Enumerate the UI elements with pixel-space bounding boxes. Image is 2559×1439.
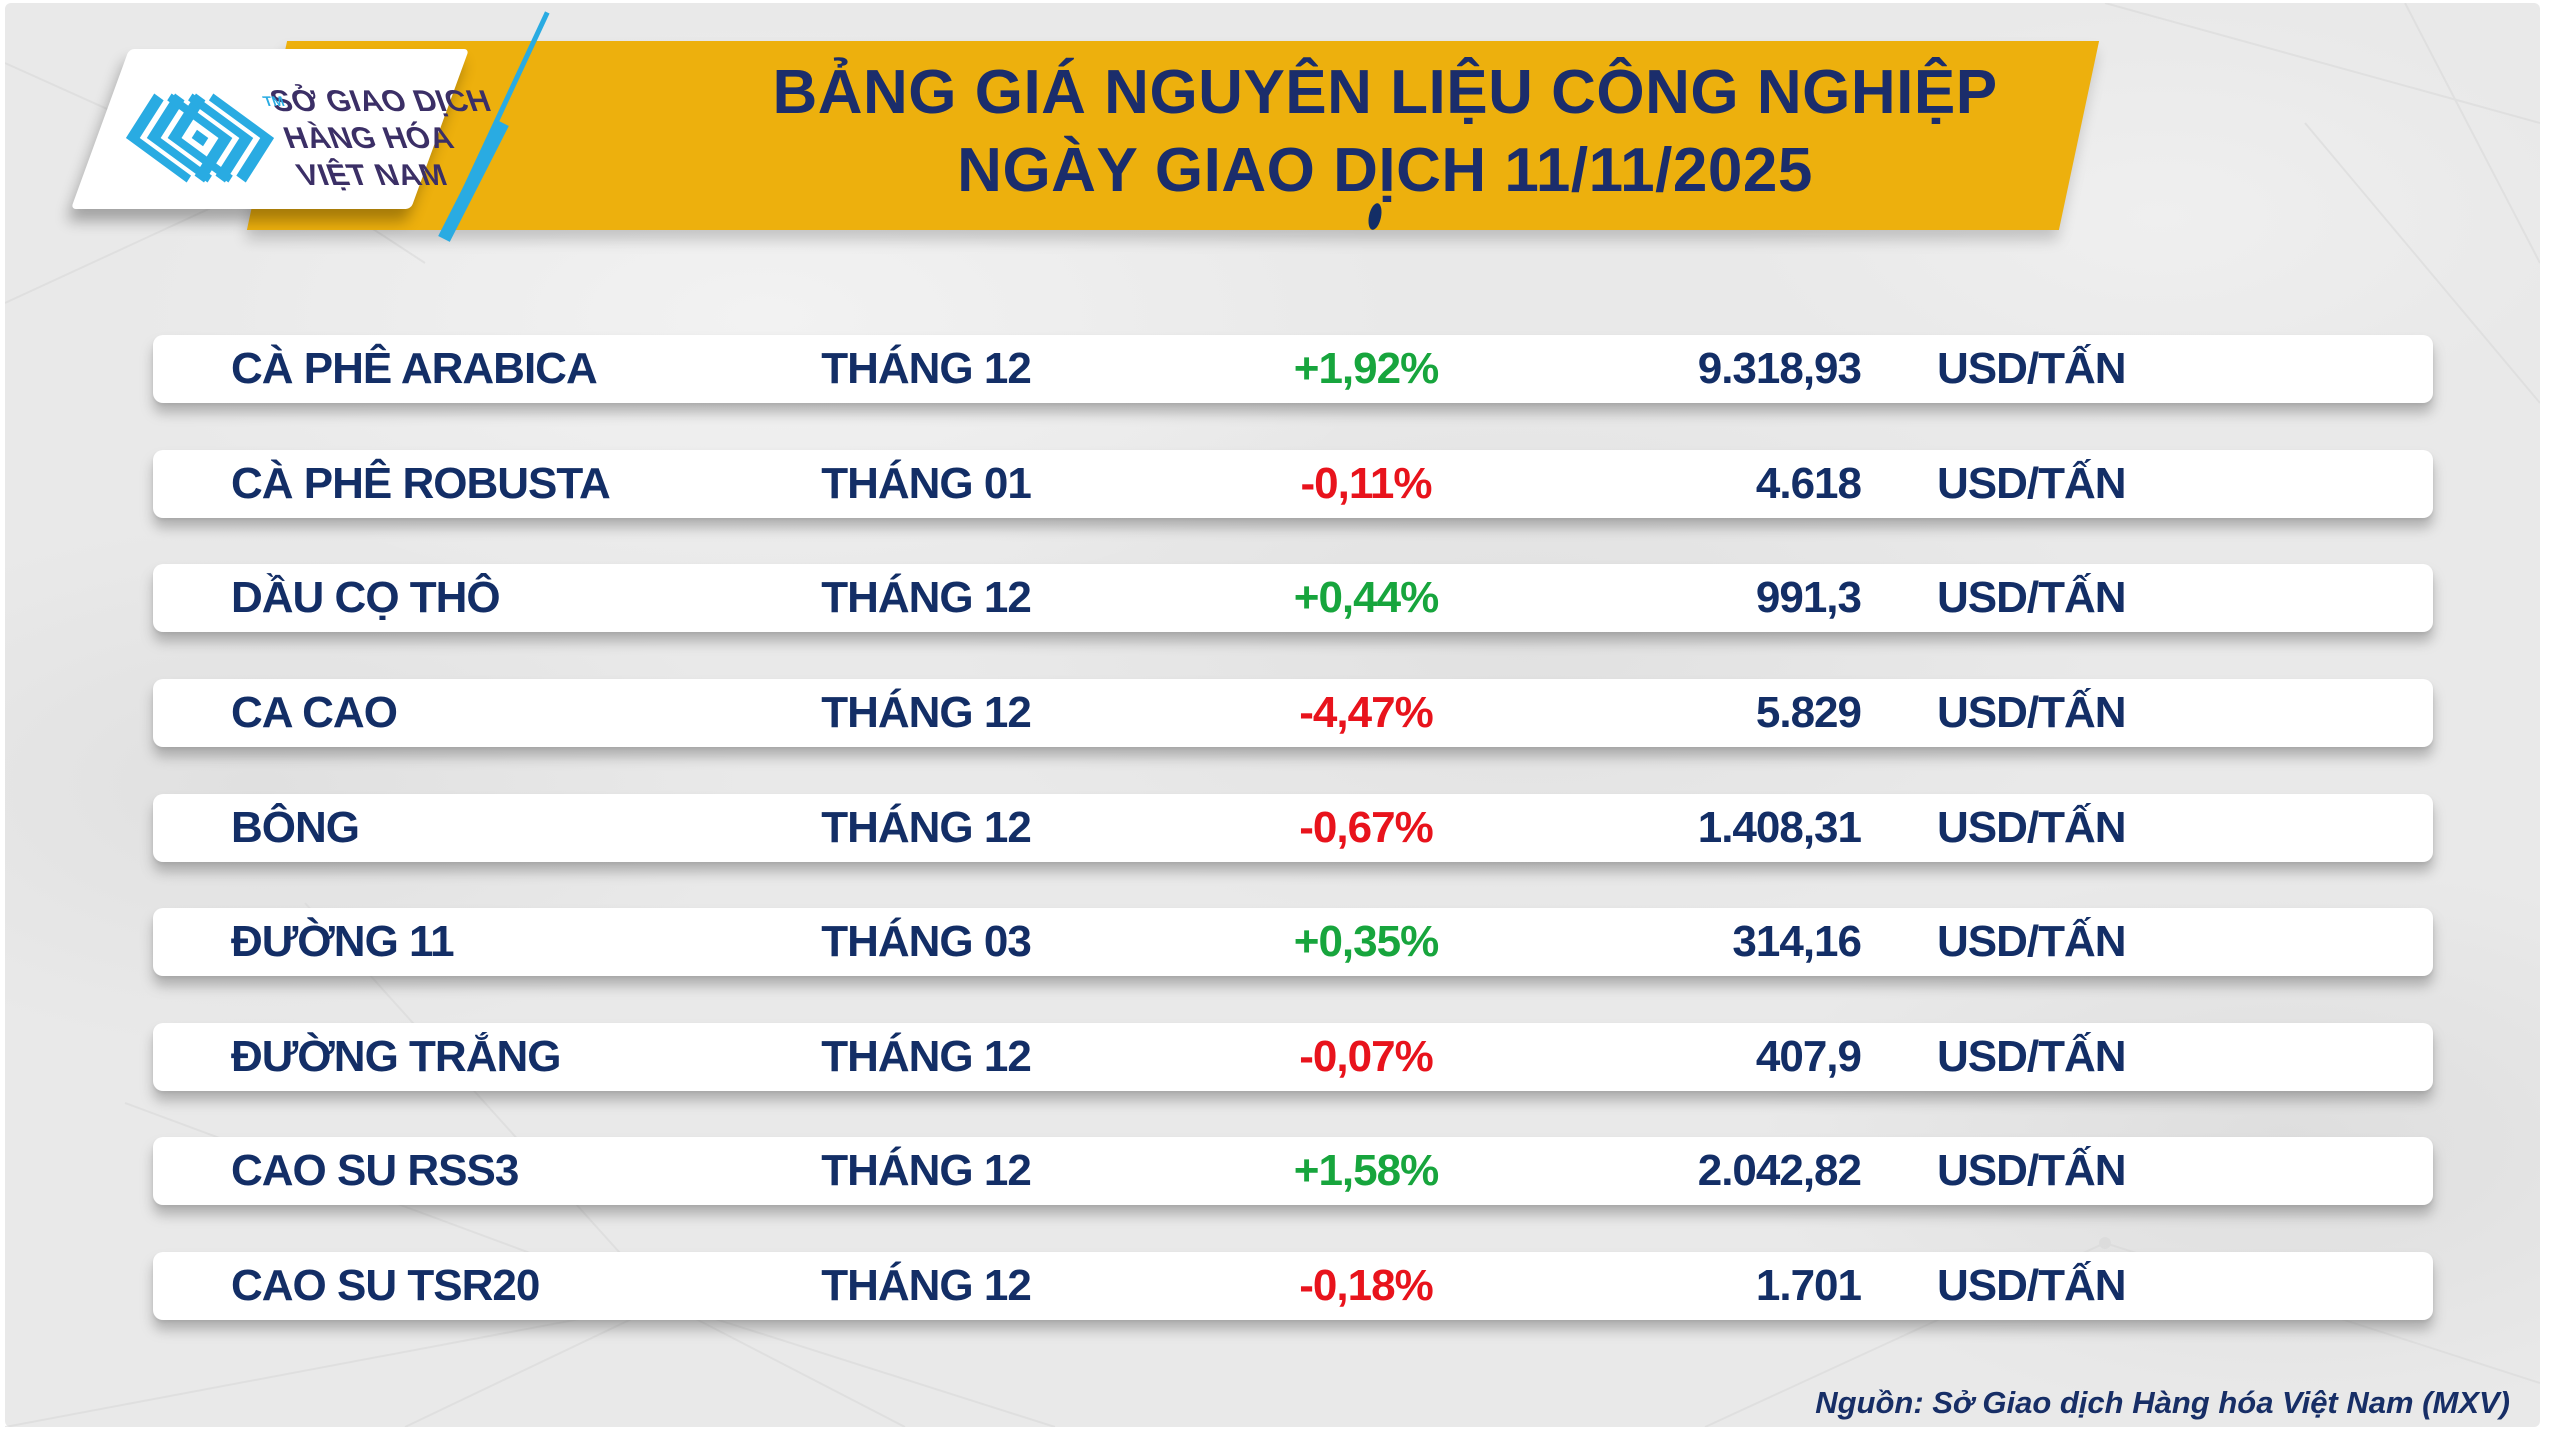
contract-month: THÁNG 12 (821, 688, 1032, 737)
price-unit: USD/TẤN (1937, 459, 2127, 508)
commodity-name: CÀ PHÊ ARABICA (231, 344, 598, 393)
contract-month: THÁNG 12 (821, 573, 1032, 622)
price-value: 2.042,82 (1697, 1146, 1862, 1195)
page-title: BẢNG GIÁ NGUYÊN LIỆU CÔNG NGHIỆP NGÀY GI… (605, 54, 2165, 210)
commodity-name: CAO SU RSS3 (231, 1146, 519, 1195)
table-row: CÀ PHÊ ARABICA THÁNG 12 +1,92% 9.318,93 … (153, 335, 2433, 403)
price-unit: USD/TẤN (1937, 1261, 2127, 1310)
price-value: 1.408,31 (1697, 803, 1862, 852)
contract-month: THÁNG 03 (821, 917, 1032, 966)
page-title-line2: NGÀY GIAO DỊCH 11/11/2025 (957, 136, 1813, 205)
mxv-org-line2: HÀNG HÓA (278, 121, 459, 155)
price-value: 5.829 (1755, 688, 1862, 737)
commodity-name: ĐƯỜNG 11 (231, 917, 455, 966)
table-row: CÀ PHÊ ROBUSTA THÁNG 01 -0,11% 4.618 USD… (153, 450, 2433, 518)
price-value: 314,16 (1732, 917, 1862, 966)
mxv-org-line1: SỞ GIAO DỊCH (265, 84, 496, 118)
mxv-logo-mark-wrap: TM (104, 79, 297, 197)
percent-change: +0,35% (1293, 917, 1439, 966)
percent-change: -0,11% (1300, 459, 1433, 508)
source-credit: Nguồn: Sở Giao dịch Hàng hóa Việt Nam (M… (1815, 1385, 2510, 1420)
price-unit: USD/TẤN (1937, 688, 2127, 737)
contract-month: THÁNG 01 (821, 459, 1032, 508)
price-value: 991,3 (1755, 573, 1862, 622)
table-row: CAO SU TSR20 THÁNG 12 -0,18% 1.701 USD/T… (153, 1252, 2433, 1320)
table-row: CAO SU RSS3 THÁNG 12 +1,58% 2.042,82 USD… (153, 1137, 2433, 1205)
price-unit: USD/TẤN (1937, 1146, 2127, 1195)
commodity-name: CA CAO (231, 688, 398, 737)
table-row: DẦU CỌ THÔ THÁNG 12 +0,44% 991,3 USD/TẤN (153, 564, 2433, 632)
contract-month: THÁNG 12 (821, 803, 1032, 852)
price-unit: USD/TẤN (1937, 803, 2127, 852)
price-value: 407,9 (1755, 1032, 1862, 1081)
percent-change: +0,44% (1293, 573, 1439, 622)
table-row: BÔNG THÁNG 12 -0,67% 1.408,31 USD/TẤN (153, 794, 2433, 862)
mxv-logo-icon (125, 93, 275, 183)
contract-month: THÁNG 12 (821, 1032, 1032, 1081)
percent-change: -0,67% (1299, 803, 1433, 852)
price-unit: USD/TẤN (1937, 1032, 2127, 1081)
mxv-org-name: SỞ GIAO DỊCH HÀNG HÓA VIỆT NAM (265, 83, 524, 194)
percent-change: -4,47% (1299, 688, 1433, 737)
price-unit: USD/TẤN (1937, 344, 2127, 393)
contract-month: THÁNG 12 (821, 1146, 1032, 1195)
percent-change: +1,58% (1293, 1146, 1439, 1195)
contract-month: THÁNG 12 (821, 1261, 1032, 1310)
commodity-name: CÀ PHÊ ROBUSTA (231, 459, 611, 508)
table-row: ĐƯỜNG TRẮNG THÁNG 12 -0,07% 407,9 USD/TẤ… (153, 1023, 2433, 1091)
percent-change: -0,18% (1299, 1261, 1433, 1310)
price-value: 1.701 (1755, 1261, 1862, 1310)
price-value: 9.318,93 (1697, 344, 1862, 393)
table-row: CA CAO THÁNG 12 -4,47% 5.829 USD/TẤN (153, 679, 2433, 747)
page-title-line1: BẢNG GIÁ NGUYÊN LIỆU CÔNG NGHIỆP (772, 58, 1998, 127)
price-unit: USD/TẤN (1937, 917, 2127, 966)
commodity-name: DẦU CỌ THÔ (231, 573, 501, 622)
mxv-org-line3: VIỆT NAM (292, 158, 452, 192)
percent-change: +1,92% (1293, 344, 1439, 393)
table-row: ĐƯỜNG 11 THÁNG 03 +0,35% 314,16 USD/TẤN (153, 908, 2433, 976)
mxv-logo-content: TM SỞ GIAO DỊCH HÀNG HÓA VIỆT NAM (101, 73, 496, 203)
commodity-name: BÔNG (231, 803, 360, 852)
gray-canvas: BẢNG GIÁ NGUYÊN LIỆU CÔNG NGHIỆP NGÀY GI… (5, 3, 2540, 1427)
commodity-name: CAO SU TSR20 (231, 1261, 540, 1310)
price-value: 4.618 (1755, 459, 1862, 508)
contract-month: THÁNG 12 (821, 344, 1032, 393)
percent-change: -0,07% (1299, 1032, 1433, 1081)
price-unit: USD/TẤN (1937, 573, 2127, 622)
commodity-name: ĐƯỜNG TRẮNG (231, 1032, 561, 1081)
